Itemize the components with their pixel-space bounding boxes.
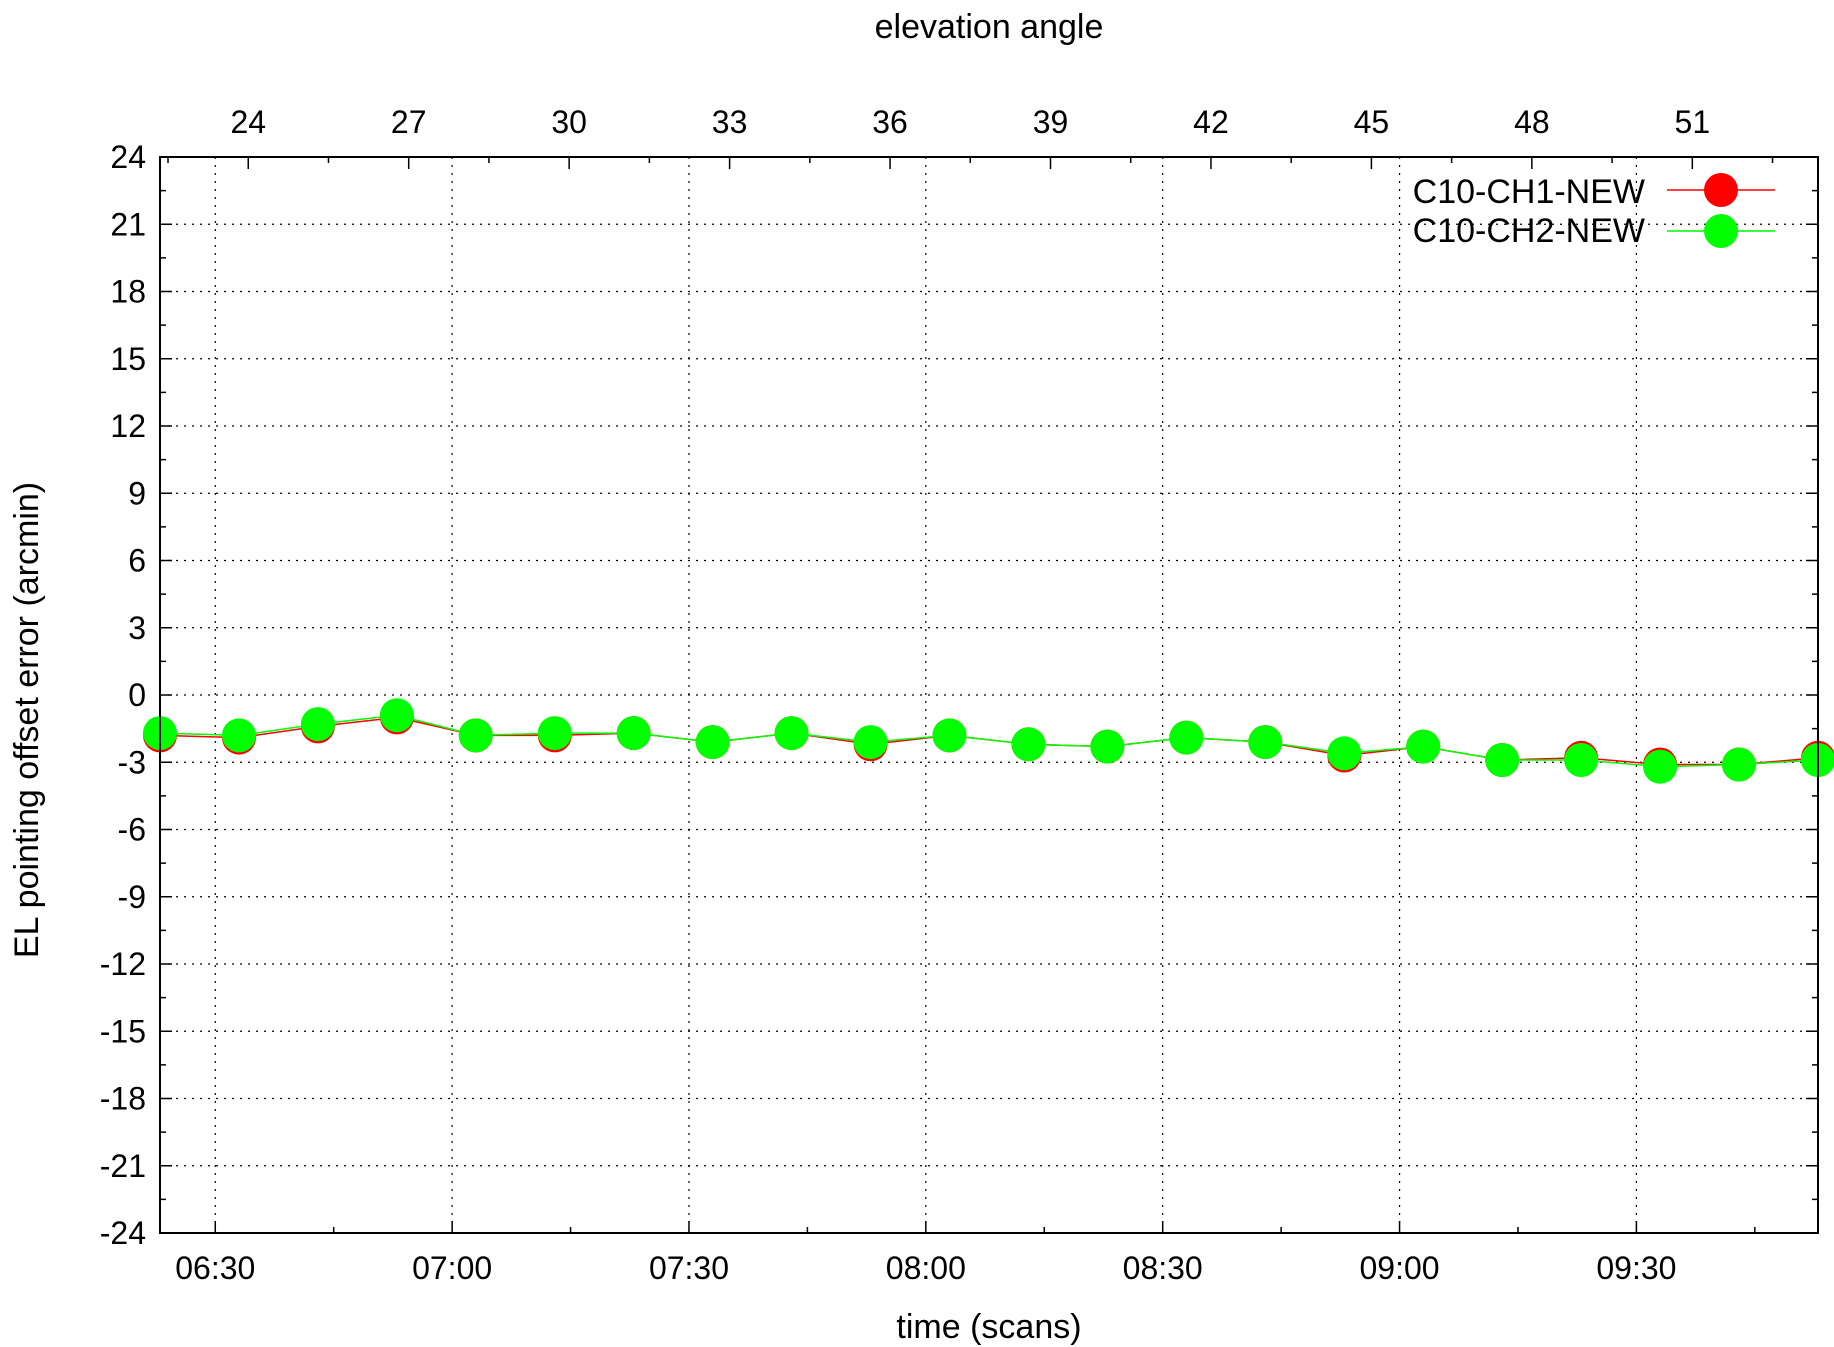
data-point <box>1169 720 1204 755</box>
y-tick-label: 15 <box>110 341 146 377</box>
data-point <box>932 718 967 753</box>
y-tick-label: -3 <box>118 744 146 780</box>
y-tick-label: -9 <box>118 879 146 915</box>
tick-labels: -24-21-18-15-12-9-6-30369121518212406:30… <box>100 104 1710 1286</box>
data-point <box>1564 743 1599 777</box>
legend-marker-ch2 <box>1704 214 1738 248</box>
x-tick-label: 07:30 <box>649 1250 729 1286</box>
x-tick-label: 06:30 <box>175 1250 255 1286</box>
y-tick-label: -12 <box>100 946 146 982</box>
data-point <box>379 698 414 733</box>
data-point <box>1090 729 1125 764</box>
data-point <box>1643 749 1678 784</box>
data-point <box>1485 743 1520 777</box>
legend: C10-CH1-NEW C10-CH2-NEW <box>1413 173 1775 250</box>
data-point <box>1011 727 1046 762</box>
data-point <box>774 716 809 751</box>
legend-item: C10-CH2-NEW <box>1413 212 1775 250</box>
y-tick-label: 12 <box>110 408 146 444</box>
legend-label-ch1: C10-CH1-NEW <box>1413 173 1645 211</box>
x-tick-label: 09:30 <box>1596 1250 1676 1286</box>
data-point <box>853 725 888 760</box>
data-point <box>1722 747 1756 782</box>
x2-tick-label: 51 <box>1675 104 1711 140</box>
y-tick-label: -6 <box>118 812 146 848</box>
y-tick-label: 3 <box>128 610 146 646</box>
data-point <box>300 707 335 742</box>
tick-marks <box>160 156 1818 1234</box>
x2-tick-label: 39 <box>1033 104 1069 140</box>
y-tick-label: -18 <box>100 1081 146 1117</box>
data-point <box>1248 725 1283 760</box>
y-tick-label: 9 <box>128 475 146 511</box>
data-point <box>537 716 572 751</box>
x-tick-label: 08:00 <box>886 1250 966 1286</box>
y-tick-label: 18 <box>110 274 146 310</box>
y-tick-label: 21 <box>110 206 146 242</box>
y-tick-label: 24 <box>110 139 146 175</box>
legend-item: C10-CH1-NEW <box>1413 173 1775 211</box>
x-tick-label: 09:00 <box>1360 1250 1440 1286</box>
x2-tick-label: 48 <box>1514 104 1550 140</box>
x-tick-label: 08:30 <box>1123 1250 1203 1286</box>
x2-tick-label: 33 <box>712 104 748 140</box>
y-tick-label: 0 <box>128 677 146 713</box>
series-2 <box>143 698 1834 784</box>
y-tick-label: 6 <box>128 543 146 579</box>
y-tick-label: -15 <box>100 1013 146 1049</box>
x2-tick-label: 27 <box>391 104 427 140</box>
x2-tick-label: 42 <box>1193 104 1229 140</box>
series-layer <box>143 698 1834 784</box>
y-tick-label: -24 <box>100 1215 146 1251</box>
data-point <box>458 718 493 753</box>
data-point <box>1406 729 1441 764</box>
x-tick-label: 07:00 <box>412 1250 492 1286</box>
y-axis-title: EL pointing offset error (arcmin) <box>8 482 46 958</box>
data-point <box>616 716 651 751</box>
legend-marker-ch1 <box>1704 173 1738 207</box>
x2-tick-label: 30 <box>551 104 587 140</box>
series-line <box>159 714 1819 768</box>
plot-frame <box>159 156 1819 1234</box>
y-tick-label: -21 <box>100 1148 146 1184</box>
data-point <box>695 725 730 760</box>
grid <box>160 157 1818 1233</box>
x-axis-title: time (scans) <box>896 1308 1081 1346</box>
x2-tick-label: 36 <box>872 104 908 140</box>
x2-tick-label: 24 <box>230 104 266 140</box>
data-point <box>1327 736 1362 771</box>
data-point <box>222 718 256 753</box>
x2-tick-label: 45 <box>1354 104 1390 140</box>
legend-label-ch2: C10-CH2-NEW <box>1413 212 1645 250</box>
x2-axis-title: elevation angle <box>875 8 1104 46</box>
